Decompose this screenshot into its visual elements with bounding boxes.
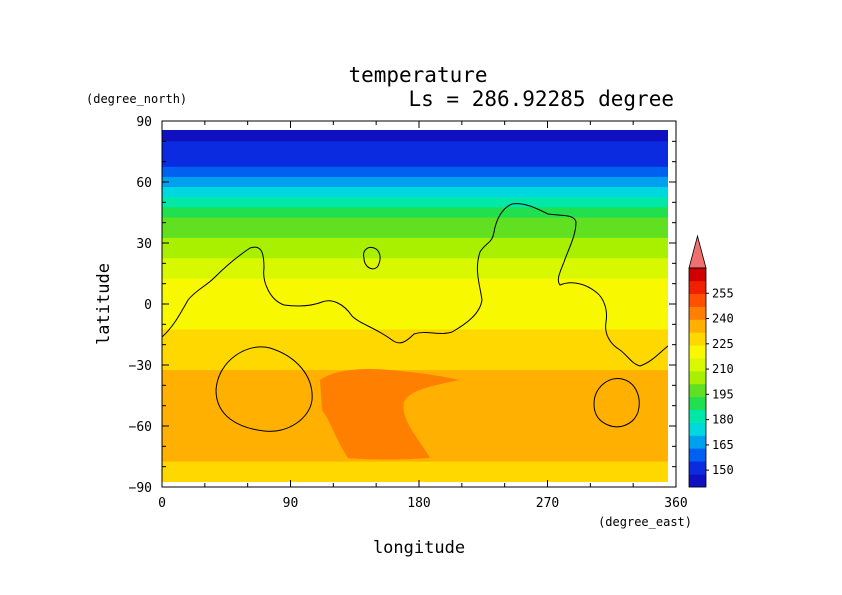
colorbar-cell	[689, 293, 706, 307]
x-tick-label: 0	[158, 496, 166, 511]
chart-title: temperature	[348, 63, 487, 87]
colorbar-label: 180	[712, 413, 734, 427]
y-tick-label: 0	[144, 298, 152, 313]
heatmap-band	[162, 431, 668, 442]
y-tick-label: −90	[129, 481, 152, 496]
contour-island	[363, 247, 381, 270]
colorbar-label: 210	[712, 362, 734, 376]
colorbar	[688, 234, 707, 488]
colorbar-cell	[689, 396, 706, 411]
heatmap-warm-region	[320, 369, 460, 460]
y-tick-label: 30	[136, 237, 152, 252]
heatmap-band	[162, 349, 668, 361]
y-axis-label: latitude	[94, 263, 114, 345]
y-tick-label: −30	[129, 359, 152, 374]
heatmap-band	[162, 156, 668, 168]
colorbar-cell	[689, 332, 706, 346]
heatmap-band	[162, 217, 668, 229]
colorbar-overflow-triangle	[688, 234, 707, 269]
colorbar-cell	[689, 280, 706, 295]
heatmap-band	[162, 227, 668, 239]
colorbar-cell	[689, 383, 706, 398]
colorbar-cell	[689, 345, 706, 359]
colorbar-cell	[689, 474, 706, 488]
heatmap-band	[162, 130, 668, 142]
colorbar-labels: 150 165 180 195 210 225 240 255	[706, 286, 734, 477]
heatmap-band	[162, 400, 668, 412]
colorbar-label: 240	[712, 312, 734, 326]
y-tick-label: −60	[129, 420, 152, 435]
contour-lines	[162, 203, 668, 432]
colorbar-label: 195	[712, 387, 734, 401]
heatmap-band	[162, 298, 668, 310]
colorbar-cell	[689, 319, 706, 333]
heatmap-band	[162, 309, 668, 320]
x-units-label: (degree_east)	[598, 515, 692, 529]
colorbar-cell	[689, 268, 706, 282]
colorbar-label: 225	[712, 337, 734, 351]
x-tick-label: 180	[407, 496, 430, 511]
heatmap-band	[162, 268, 668, 280]
x-tick-label: 90	[283, 496, 299, 511]
contour-crater-east	[593, 378, 640, 428]
heatmap-band	[162, 248, 668, 259]
y-tick-label: 60	[136, 176, 152, 191]
colorbar-label: 255	[712, 286, 734, 300]
colorbar-cell	[689, 306, 706, 320]
x-tick-label: 270	[536, 496, 559, 511]
contour-continent	[162, 203, 668, 367]
heatmap-band	[162, 187, 668, 198]
heatmap-band	[162, 390, 668, 402]
colorbar-cell	[689, 358, 706, 372]
colorbar-cell	[689, 461, 706, 475]
heatmap-band	[162, 339, 668, 351]
heatmap-band	[162, 319, 668, 330]
colorbar-cell	[689, 422, 706, 436]
heatmap-band	[162, 258, 668, 269]
heatmap-band	[162, 288, 668, 300]
chart-subtitle: Ls = 286.92285 degree	[408, 87, 674, 111]
x-axis-label: longitude	[373, 538, 465, 558]
y-units-label: (degree_north)	[86, 92, 187, 106]
heatmap-band	[162, 420, 668, 432]
colorbar-frame	[688, 267, 707, 488]
tick-marks	[161, 120, 677, 488]
heatmap-band	[162, 166, 668, 178]
colorbar-label: 165	[712, 438, 734, 452]
heatmap-band	[162, 471, 668, 482]
contour-crater-west	[215, 346, 313, 432]
heatmap-band	[162, 141, 668, 158]
colorbar-label: 150	[712, 463, 734, 477]
x-tick-label: 360	[664, 496, 687, 511]
heatmap-field	[162, 130, 668, 482]
heatmap-band	[162, 410, 668, 422]
colorbar-cell	[689, 371, 706, 385]
heatmap-band	[162, 461, 668, 473]
heatmap-band	[162, 359, 668, 371]
heatmap-band	[162, 207, 668, 219]
heatmap-band	[162, 237, 668, 249]
heatmap-band	[162, 329, 668, 341]
heatmap-band	[162, 278, 668, 290]
heatmap-band	[162, 176, 668, 188]
colorbar-cell	[689, 435, 706, 449]
heatmap-band	[162, 197, 668, 208]
y-tick-label: 90	[136, 115, 152, 130]
colorbar-cell	[689, 409, 706, 423]
colorbar-cell	[689, 448, 706, 462]
